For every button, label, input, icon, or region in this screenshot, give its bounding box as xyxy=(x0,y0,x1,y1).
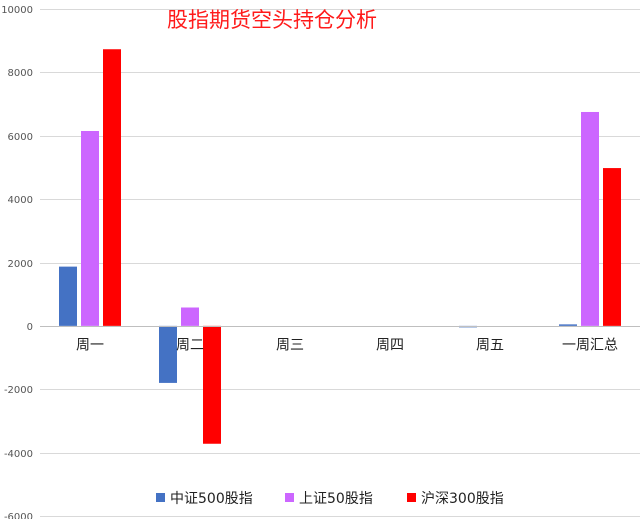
y-axis-ticks: 10000 8000 6000 4000 2000 0 -2000 -4000 -6000 xyxy=(1,5,33,523)
bar xyxy=(559,324,577,326)
legend-swatch xyxy=(156,493,165,502)
x-category-label: 周三 xyxy=(276,338,304,354)
y-tick-label: 0 xyxy=(27,322,33,333)
bar xyxy=(603,168,621,326)
legend-label: 上证50股指 xyxy=(299,491,373,507)
x-axis-categories: 周一 周二 周三 周四 周五 一周汇总 xyxy=(76,338,618,354)
x-category-label: 周二 xyxy=(176,338,204,354)
bar xyxy=(581,111,599,326)
y-tick-label: 6000 xyxy=(8,132,33,143)
x-category-label: 周四 xyxy=(376,338,404,354)
chart-title: 股指期货空头持仓分析 xyxy=(167,8,377,32)
y-tick-label: -2000 xyxy=(4,385,33,396)
x-category-label: 周一 xyxy=(76,338,104,354)
legend-swatch xyxy=(407,493,416,502)
bar xyxy=(203,325,221,444)
y-tick-label: 10000 xyxy=(1,5,33,16)
legend-label: 沪深300股指 xyxy=(421,491,504,507)
legend-swatch xyxy=(285,493,294,502)
bars xyxy=(59,49,621,444)
legend: 中证500股指 上证50股指 沪深300股指 xyxy=(156,491,504,507)
bar xyxy=(103,49,121,326)
y-tick-label: 4000 xyxy=(8,195,33,206)
x-category-label: 一周汇总 xyxy=(562,338,618,354)
y-tick-label: 8000 xyxy=(8,68,33,79)
y-tick-label: -6000 xyxy=(4,512,33,519)
x-category-label: 周五 xyxy=(476,338,504,354)
bar xyxy=(159,325,177,383)
y-tick-label: 2000 xyxy=(8,259,33,270)
gridlines xyxy=(40,9,640,517)
bar xyxy=(81,130,99,326)
bar xyxy=(59,266,77,326)
legend-label: 中证500股指 xyxy=(170,491,253,507)
bar xyxy=(181,307,199,326)
y-tick-label: -4000 xyxy=(4,449,33,460)
